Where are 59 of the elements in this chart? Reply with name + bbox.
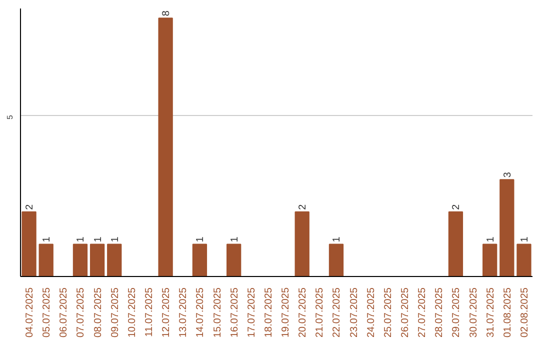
bar xyxy=(90,244,105,276)
data-label: 1 xyxy=(195,236,206,242)
x-tick-label: 15.07.2025 xyxy=(212,287,224,338)
bar xyxy=(107,244,122,276)
x-tick-label: 22.07.2025 xyxy=(332,287,343,338)
bar xyxy=(448,211,464,276)
bar xyxy=(226,244,242,276)
data-label: 3 xyxy=(502,172,514,178)
x-tick-label: 25.07.2025 xyxy=(382,287,394,338)
data-label: 1 xyxy=(332,236,343,242)
bar xyxy=(328,244,344,276)
data-label: 8 xyxy=(161,10,172,16)
x-tick-label: 12.07.2025 xyxy=(161,287,172,338)
x-tick-label: 20.07.2025 xyxy=(298,287,309,338)
x-tick-label: 14.07.2025 xyxy=(195,287,206,338)
data-label: 1 xyxy=(485,236,496,242)
data-label: 1 xyxy=(229,236,240,242)
x-tick-label: 10.07.2025 xyxy=(126,287,138,338)
data-label: 1 xyxy=(76,236,87,242)
bar xyxy=(158,18,173,276)
x-tick-label: 13.07.2025 xyxy=(178,287,190,338)
x-tick-label: 11.07.2025 xyxy=(144,287,155,337)
data-label: 2 xyxy=(451,204,462,210)
data-label: 1 xyxy=(110,236,121,242)
bar xyxy=(22,211,36,276)
x-tick-label: 08.07.2025 xyxy=(92,287,104,338)
x-tick-label: 27.07.2025 xyxy=(417,287,428,338)
x-tick-label: 02.08.2025 xyxy=(519,287,530,338)
x-tick-label: 21.07.2025 xyxy=(314,287,326,338)
x-tick-label: 07.07.2025 xyxy=(76,287,87,338)
x-tick-label: 30.07.2025 xyxy=(468,287,480,338)
x-tick-label: 16.07.2025 xyxy=(229,287,240,338)
data-label: 1 xyxy=(42,236,53,242)
bar xyxy=(516,244,532,276)
x-tick-label: 31.07.2025 xyxy=(485,287,496,338)
x-tick-label: 09.07.2025 xyxy=(110,287,121,338)
y-tick-label: 5 xyxy=(6,114,14,120)
x-tick-label: 28.07.2025 xyxy=(434,287,446,338)
x-tick-label: 17.07.2025 xyxy=(246,287,258,338)
x-tick-label: 19.07.2025 xyxy=(280,287,292,338)
x-tick-label: 06.07.2025 xyxy=(58,287,70,338)
x-tick-label: 23.07.2025 xyxy=(348,287,360,338)
x-tick-label: 18.07.2025 xyxy=(263,287,274,338)
x-tick-label: 01.08.2025 xyxy=(502,287,514,338)
x-tick-label: 24.07.2025 xyxy=(366,287,377,338)
data-label: 1 xyxy=(92,236,104,242)
x-tick-label: 05.07.2025 xyxy=(42,287,53,338)
x-tick-label: 26.07.2025 xyxy=(400,287,411,338)
data-label: 1 xyxy=(519,236,530,242)
bar xyxy=(294,211,310,276)
data-label: 2 xyxy=(24,204,36,210)
bar xyxy=(38,244,54,276)
bar xyxy=(72,244,88,276)
data-label: 2 xyxy=(298,204,309,210)
bar xyxy=(500,179,514,276)
bar xyxy=(482,244,498,276)
bar xyxy=(192,244,208,276)
x-tick-label: 04.07.2025 xyxy=(24,287,36,338)
x-tick-label: 29.07.2025 xyxy=(451,287,462,338)
